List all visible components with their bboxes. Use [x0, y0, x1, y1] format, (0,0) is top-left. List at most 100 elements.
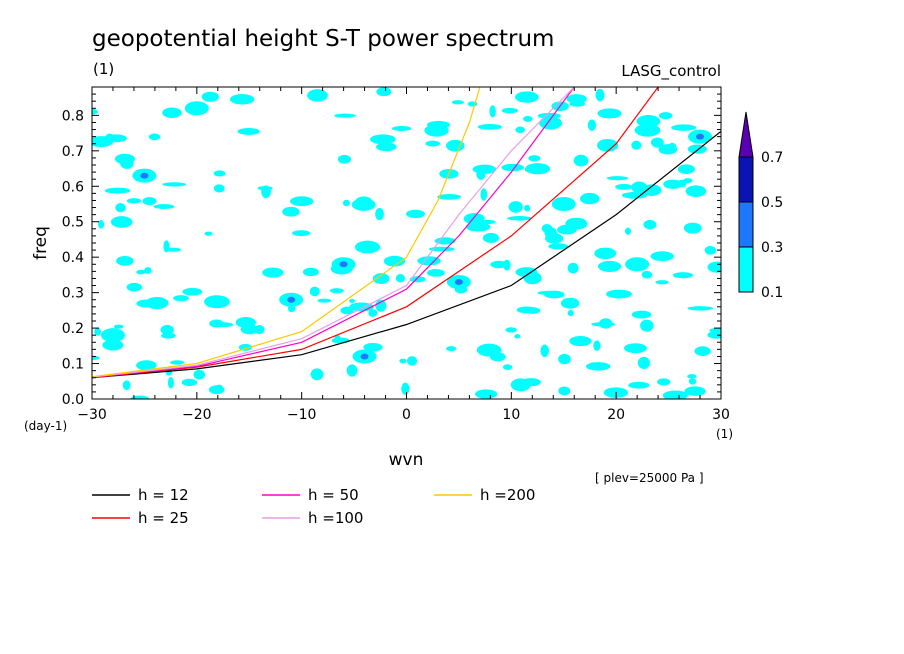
- shade-blob: [437, 194, 462, 200]
- shade-blob: [541, 224, 553, 233]
- shade-blob: [631, 140, 642, 150]
- shade-blob: [193, 369, 205, 380]
- shade-blob: [309, 286, 320, 297]
- shade-blob: [628, 381, 650, 389]
- shade-blob: [434, 237, 456, 245]
- shade-blob: [537, 290, 561, 295]
- shade-blob: [593, 340, 601, 351]
- shade-blob: [181, 378, 198, 387]
- shade-blob: [540, 344, 549, 358]
- shade-blob: [209, 319, 225, 328]
- shade-blob: [136, 299, 155, 308]
- shade-blob: [337, 154, 352, 164]
- shade-blob: [351, 198, 376, 211]
- shade-blob: [104, 187, 131, 194]
- shade-blob: [694, 346, 711, 356]
- x-unit-label: (1): [716, 427, 733, 441]
- shade-blob: [363, 342, 383, 352]
- shade-blob: [98, 219, 105, 229]
- shade-blob: [334, 334, 341, 341]
- shade-blob: [126, 198, 142, 204]
- y-tick-label: 0.4: [62, 250, 84, 266]
- shade-blob: [525, 307, 541, 314]
- legend-label: h =100: [308, 509, 363, 527]
- shade-blob: [683, 222, 702, 234]
- shade-blob: [164, 247, 182, 252]
- shade-blob: [597, 260, 622, 272]
- shade-peak: [633, 261, 642, 268]
- shade-blob: [537, 112, 561, 119]
- shade-blob: [204, 295, 230, 309]
- plot-frame: [91, 86, 722, 400]
- shade-blob: [235, 317, 256, 328]
- shade-blob: [677, 179, 687, 188]
- colorbar-segment: [738, 201, 754, 248]
- shade-blob: [282, 206, 300, 217]
- shade-blob: [558, 386, 571, 396]
- shade-blob: [153, 204, 175, 209]
- shade-blob: [144, 267, 152, 274]
- shade-blob: [658, 144, 678, 155]
- y-tick-label: 0.8: [62, 108, 84, 124]
- shade-blob: [126, 282, 143, 292]
- shade-blob: [524, 167, 543, 173]
- colorbar-segment: [738, 246, 754, 293]
- shade-blob: [644, 220, 654, 229]
- shade-blob: [446, 346, 457, 352]
- shade-blob: [463, 213, 485, 225]
- shade-blob: [585, 362, 611, 371]
- shade-peak: [360, 353, 369, 360]
- run-label: LASG_control: [621, 62, 721, 81]
- shade-blob: [120, 158, 134, 169]
- colorbar-label: 0.5: [761, 195, 783, 211]
- shade-blob: [317, 298, 332, 303]
- shade-blob: [354, 240, 381, 254]
- y-unit-label: (day-1): [24, 419, 67, 433]
- x-tick-label: 30: [712, 407, 730, 423]
- shade-blob: [636, 115, 661, 128]
- shade-blob: [657, 378, 671, 386]
- shade-blob: [631, 310, 652, 319]
- shade-peak: [696, 133, 705, 140]
- shade-blob: [182, 287, 203, 296]
- shade-blob: [565, 217, 588, 230]
- shade-peak: [559, 201, 568, 207]
- shade-blob: [160, 324, 174, 335]
- shade-blob: [587, 119, 596, 131]
- colorbar-label: 0.3: [761, 240, 783, 256]
- shade-blob: [214, 384, 224, 394]
- curve-h-50: [92, 87, 575, 378]
- shade-blob: [677, 164, 695, 174]
- shade-blob: [375, 299, 387, 312]
- shade-blob: [307, 89, 328, 102]
- shade-blob: [606, 176, 629, 181]
- legend: h = 12 h = 25 h = 50 h =100 h =200: [92, 486, 535, 527]
- x-tick-label: −30: [77, 407, 107, 423]
- shade-blob: [136, 269, 146, 275]
- shade-blob: [395, 273, 406, 283]
- shade-blob: [597, 138, 619, 152]
- legend-label: h =200: [480, 486, 535, 504]
- shade-blob: [560, 297, 580, 309]
- shade-blob: [501, 163, 525, 172]
- shade-blob: [687, 144, 707, 154]
- shade-blob: [595, 88, 605, 102]
- shade-blob: [573, 154, 589, 167]
- shade-blob: [650, 137, 664, 148]
- shade-blob: [122, 380, 131, 390]
- colorbar-label: 0.1: [761, 285, 783, 301]
- shade-blob: [476, 343, 502, 357]
- shade-blob: [615, 183, 633, 190]
- shade-blob: [637, 356, 650, 369]
- shade-blob: [641, 270, 653, 279]
- y-tick-label: 0.3: [62, 286, 84, 302]
- shade-blob: [514, 334, 521, 339]
- shade-blob: [569, 336, 592, 347]
- shade-blob: [501, 107, 519, 114]
- shade-blob: [655, 280, 669, 285]
- shade-blob: [213, 170, 226, 177]
- legend-label: h = 50: [308, 486, 359, 504]
- shade-blob: [372, 273, 390, 284]
- shade-blob: [597, 108, 622, 119]
